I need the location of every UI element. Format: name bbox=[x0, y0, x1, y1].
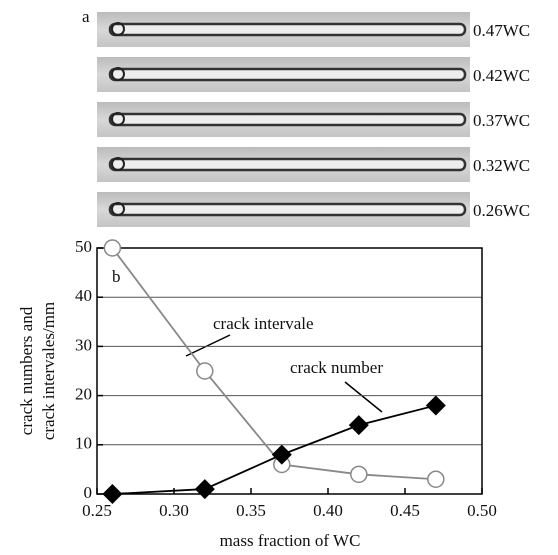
track-bead bbox=[108, 112, 467, 127]
y-axis-label: crack intervales/mm bbox=[39, 302, 58, 440]
track-bead bbox=[108, 22, 467, 37]
track-bead bbox=[108, 157, 467, 172]
track-start bbox=[111, 202, 125, 216]
track-label: 0.37WC bbox=[473, 111, 530, 130]
panel-label: b bbox=[112, 267, 121, 286]
marker bbox=[194, 479, 215, 500]
x-tick-label: 0.35 bbox=[236, 501, 266, 520]
x-tick-label: 0.40 bbox=[313, 501, 343, 520]
x-tick-label: 0.25 bbox=[82, 501, 112, 520]
series-annotation: crack number bbox=[290, 358, 383, 377]
series-line bbox=[112, 404, 437, 495]
series-annotation: crack intervale bbox=[213, 314, 314, 333]
track-label: 0.42WC bbox=[473, 66, 530, 85]
x-axis-label: mass fraction of WC bbox=[220, 531, 361, 550]
track-start bbox=[111, 22, 125, 36]
x-tick-label: 0.50 bbox=[467, 501, 497, 520]
y-tick-label: 20 bbox=[75, 385, 92, 404]
track-photos: 0.47WC 0.42WC 0.37WC 0.32WC 0.26WC bbox=[97, 12, 530, 227]
track-start bbox=[111, 67, 125, 81]
marker bbox=[103, 239, 122, 257]
marker bbox=[350, 465, 368, 484]
annotation-arrow bbox=[344, 381, 383, 413]
track-label: 0.32WC bbox=[473, 156, 530, 175]
y-tick-label: 30 bbox=[75, 335, 92, 354]
marker bbox=[427, 470, 445, 488]
marker bbox=[425, 395, 446, 416]
track-start bbox=[111, 112, 125, 126]
marker bbox=[348, 415, 369, 436]
marker bbox=[196, 362, 214, 380]
x-tick-label: 0.30 bbox=[159, 501, 189, 520]
x-tick-label: 0.45 bbox=[390, 501, 420, 520]
track-bead bbox=[108, 202, 467, 217]
track-start bbox=[111, 157, 125, 171]
track-label: 0.47WC bbox=[473, 21, 530, 40]
y-tick-label: 50 bbox=[75, 237, 92, 256]
annotation-arrow bbox=[185, 334, 231, 357]
y-axis-label: crack numbers and bbox=[17, 306, 36, 435]
y-tick-label: 40 bbox=[75, 286, 92, 305]
marker bbox=[102, 484, 123, 504]
y-tick-label: 10 bbox=[75, 434, 92, 453]
marker bbox=[271, 444, 292, 465]
panel-label: a bbox=[82, 7, 90, 26]
track-bead bbox=[108, 67, 467, 82]
track-label: 0.26WC bbox=[473, 201, 530, 220]
plot-frame bbox=[96, 247, 483, 495]
y-tick-label: 0 bbox=[84, 483, 93, 502]
